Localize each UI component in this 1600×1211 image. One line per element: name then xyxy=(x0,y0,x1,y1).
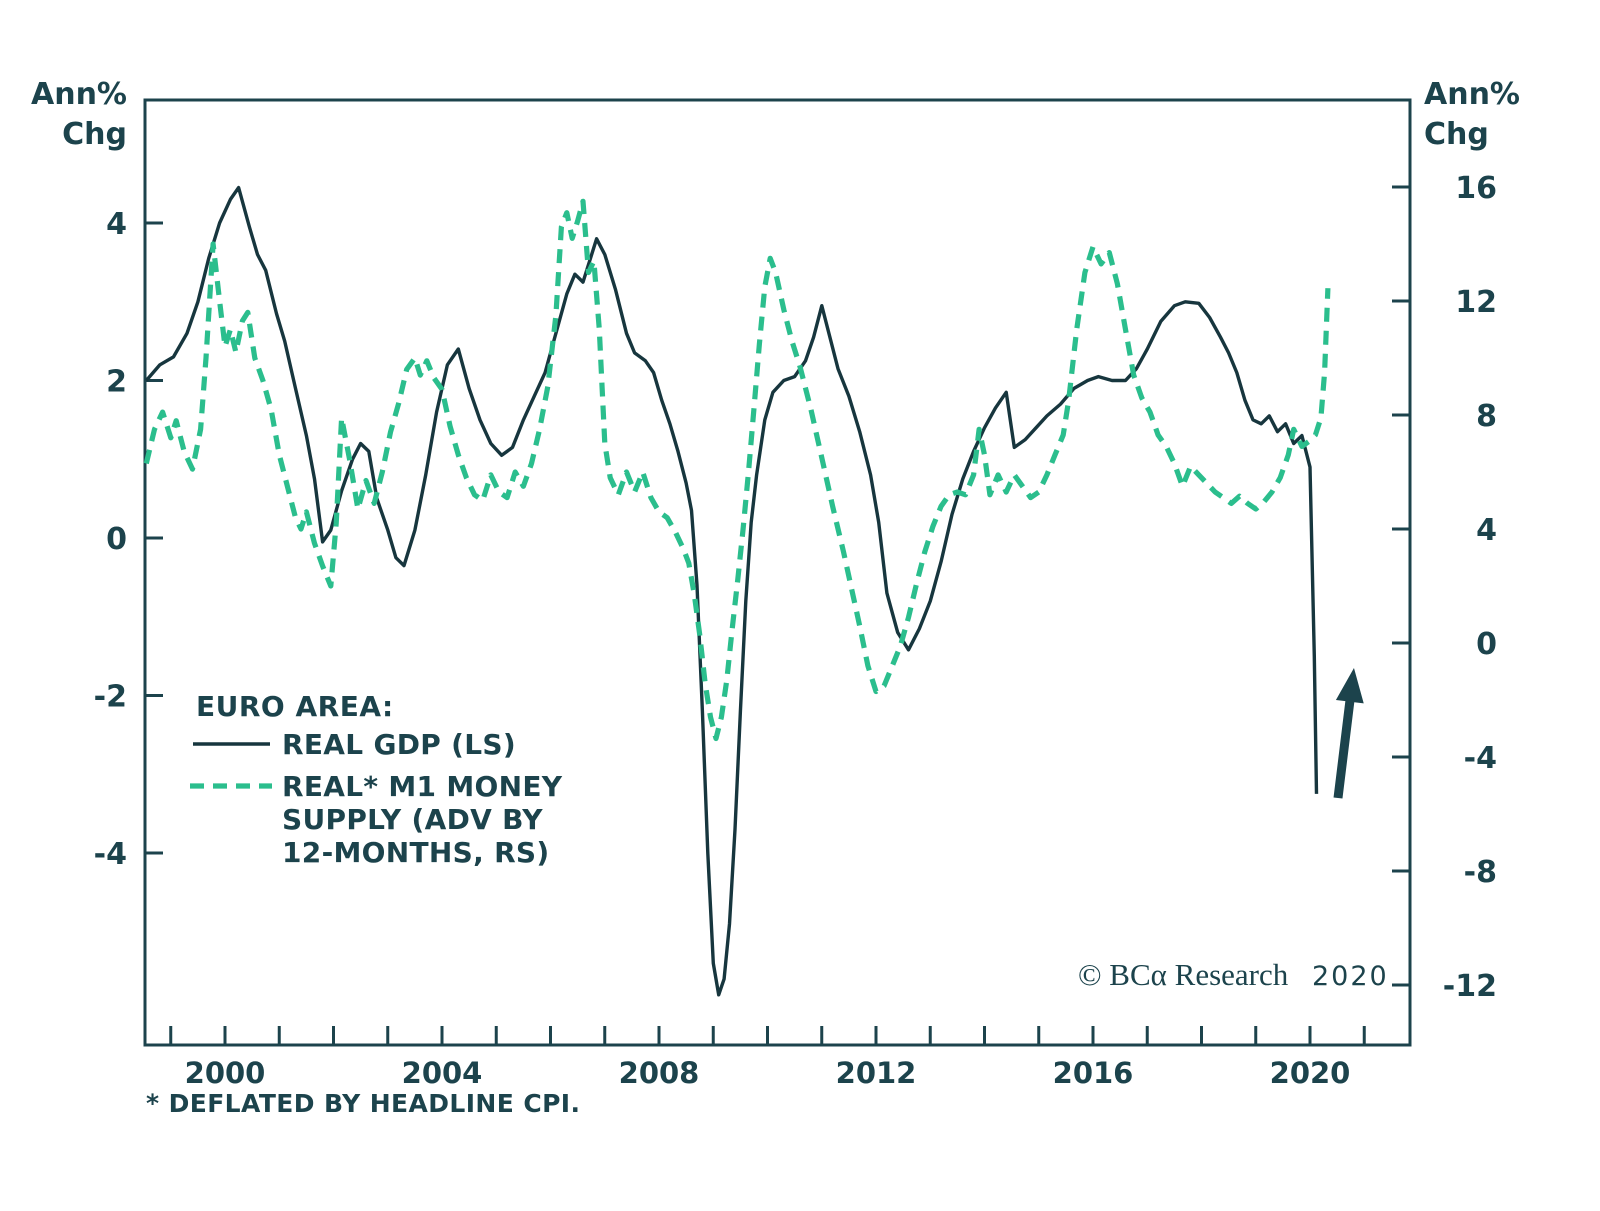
left-tick-label: 4 xyxy=(106,207,127,242)
x-axis-year-label: 2020 xyxy=(1270,1056,1351,1090)
x-axis-year-label: 2004 xyxy=(402,1056,483,1090)
x-axis-year-label: 2008 xyxy=(619,1056,700,1090)
right-tick-label: -4 xyxy=(1464,741,1497,776)
right-axis-title-line2: Chg xyxy=(1424,117,1489,152)
x-axis-year-label: 2012 xyxy=(836,1056,917,1090)
right-tick-label: 0 xyxy=(1476,627,1497,662)
x-axis-labels: 2000 2004 2008 2012 2016 2020 xyxy=(185,1056,1351,1090)
legend-m1-label-line3: 12-MONTHS, RS) xyxy=(282,836,550,869)
left-tick-label: 2 xyxy=(106,365,127,400)
left-tick-label: -4 xyxy=(94,837,127,872)
left-axis-ticks: 4 2 0 -2 -4 xyxy=(94,207,163,872)
gdp-line-series xyxy=(145,185,1319,997)
legend: EURO AREA: REAL GDP (LS) REAL* M1 MONEY … xyxy=(190,690,563,869)
legend-m1-label-line2: SUPPLY (ADV BY xyxy=(282,803,543,836)
left-axis-title-line1: Ann% xyxy=(31,77,127,112)
copyright-year: 2020 xyxy=(1312,961,1389,992)
plot-frame xyxy=(143,98,1412,1047)
left-tick-label: 0 xyxy=(106,522,127,557)
copyright-text: © BCα Research xyxy=(1078,957,1289,992)
m1-line-series xyxy=(143,198,1331,742)
right-tick-label: -12 xyxy=(1443,969,1497,1004)
left-tick-label: -2 xyxy=(94,680,127,715)
right-tick-label: 8 xyxy=(1476,399,1497,434)
legend-title: EURO AREA: xyxy=(196,690,394,723)
copyright: © BCα Research 2020 xyxy=(1078,957,1389,992)
legend-m1-label-line1: REAL* M1 MONEY xyxy=(282,770,563,803)
footnote: * DEFLATED BY HEADLINE CPI. xyxy=(146,1089,580,1118)
x-axis-year-label: 2016 xyxy=(1053,1056,1134,1090)
x-axis-year-label: 2000 xyxy=(185,1056,266,1090)
legend-gdp-label: REAL GDP (LS) xyxy=(282,728,516,761)
right-tick-label: -8 xyxy=(1464,855,1497,890)
right-tick-label: 16 xyxy=(1455,171,1497,206)
x-axis-ticks xyxy=(169,1026,1366,1045)
right-axis-ticks: 16 12 8 4 0 -4 -8 -12 xyxy=(1392,171,1497,1004)
right-axis-title-line1: Ann% xyxy=(1424,77,1520,112)
up-arrow-annotation xyxy=(1333,667,1364,799)
left-axis-title-line2: Chg xyxy=(62,117,127,152)
right-tick-label: 12 xyxy=(1455,285,1497,320)
right-tick-label: 4 xyxy=(1476,513,1497,548)
